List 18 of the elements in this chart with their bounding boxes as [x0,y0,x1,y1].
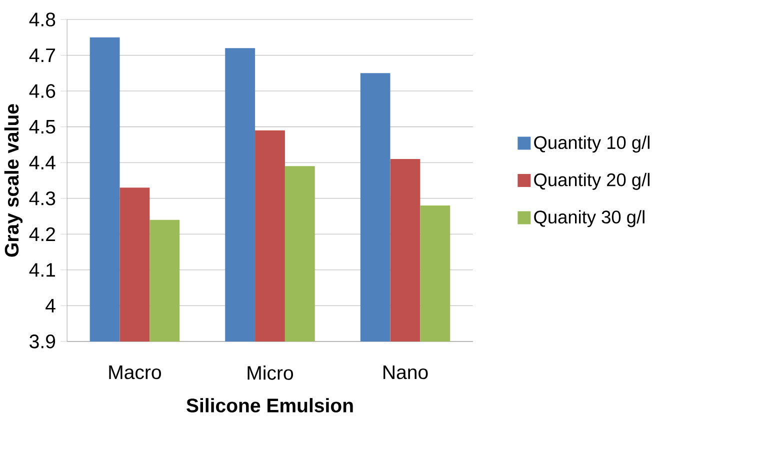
x-axis-title: Silicone Emulsion [186,398,353,413]
legend-label: Quantity 10 g/l [534,136,650,153]
legend-label: Quantity 20 g/l [534,173,650,190]
y-tick-label: 4.3 [29,192,56,206]
y-tick-label: 4.8 [29,12,56,27]
y-axis-title: Gray scale value [4,104,23,257]
y-tick-label: 4.6 [29,84,56,98]
y-tick-label: 3.9 [30,334,56,349]
y-tick-label: 4.1 [29,263,56,277]
y-tick-label: 4.7 [29,48,55,62]
y-tick-label: 4.4 [29,156,56,170]
y-tick-label: 4 [46,299,56,313]
y-tick-label: 4.2 [29,228,55,242]
x-tick-label: Micro [248,366,294,380]
x-tick-label: Macro [109,366,161,380]
x-tick-label: Nano [384,366,428,380]
legend-label: Quanity 30 g/l [534,210,644,228]
y-tick-label: 4.5 [29,120,56,134]
